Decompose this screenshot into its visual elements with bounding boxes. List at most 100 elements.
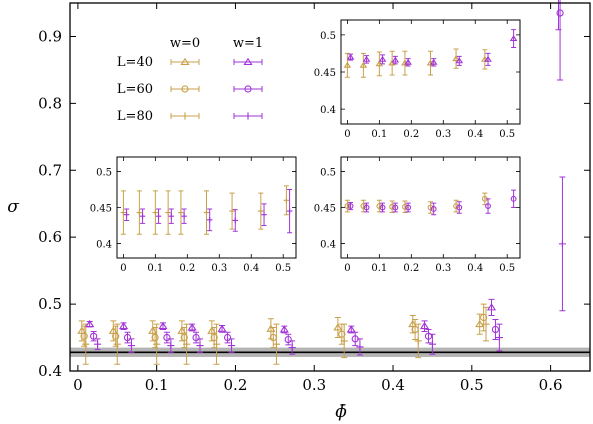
inset-plus-w1	[123, 188, 293, 234]
legend-label-l60: L=60	[117, 82, 153, 97]
point-w0-l40-6	[333, 323, 343, 331]
inset-plus-w1-point-1	[139, 213, 146, 219]
point-w1-l60-3	[192, 333, 200, 342]
point-w1-l40-5	[279, 325, 289, 333]
point-w1-l60-4	[223, 333, 232, 342]
inset-plus-w0-point-4	[178, 209, 184, 216]
inset-plus-w0-point-5	[203, 209, 210, 216]
inset-circle-w0-point-5	[427, 204, 434, 211]
point-w0-l40-3	[177, 326, 187, 334]
inset-circle-y-tick-label-1: 0.45	[314, 204, 336, 215]
point-w1-l60-2	[163, 333, 171, 342]
inset-triangle-w0-point-3-errorbar	[389, 50, 395, 76]
inset-circle-x-tick-label-3: 0.3	[435, 263, 451, 274]
inset-circle-w0-point-4	[401, 203, 408, 210]
point-w1-l80-0	[93, 340, 102, 348]
inset-plus-y-tick-label-0: 0.4	[96, 240, 112, 251]
inset-circle-w0-point-1	[360, 203, 367, 209]
inset-triangle-w1-point-5	[429, 58, 438, 65]
point-w1-l60-2-errorbar	[163, 331, 170, 344]
inset-circle-w1-point-5-errorbar	[431, 202, 437, 216]
legend-sample-w1-row-0-marker	[243, 57, 253, 65]
inset-triangle-w0-point-7-errorbar	[482, 49, 488, 70]
x-tick-label-1: 0.1	[145, 376, 169, 394]
inset-triangle-w1-point-8-errorbar	[511, 29, 517, 48]
point-w1-l80-3	[196, 341, 204, 350]
point-w0-l80-2	[153, 340, 161, 348]
inset-circle-w1-point-8	[510, 195, 517, 202]
inset-plus-x-tick-label-2: 0.2	[179, 263, 195, 274]
legend-sample-w1-row-2-marker	[244, 112, 252, 120]
inset-triangle-w1-point-2	[378, 55, 387, 62]
point-w1-l80-2	[167, 341, 175, 350]
inset-plus-w1-point-4	[181, 213, 187, 219]
point-w1-l60-8-errorbar	[492, 318, 499, 341]
inset-triangle-w1-point-0	[346, 53, 355, 60]
inset-plus-w1-point-8	[286, 208, 293, 214]
inset-triangle-w0-point-0-errorbar	[344, 52, 350, 78]
inset-triangle-w0-point-2-errorbar	[376, 51, 382, 77]
point-w1-l40-4	[217, 324, 227, 332]
inset-plus-w0-point-2	[152, 209, 159, 216]
point-w1-l60-4-errorbar	[224, 331, 231, 344]
inset-plus-w0-point-1	[136, 209, 143, 216]
y-tick-label-3: 0.7	[38, 161, 62, 179]
inset-circle-w0-point-3-errorbar	[389, 200, 395, 214]
y-tick-label-5: 0.9	[38, 27, 62, 45]
inset-triangle-w1	[346, 29, 518, 67]
legend-sample-w1-row-2	[233, 112, 263, 120]
inset-triangle-x-tick-label-0: 0	[344, 129, 350, 140]
inset-circle-w0-point-6-errorbar	[453, 199, 459, 213]
point-w0-l60-8	[480, 313, 488, 322]
inset-plus-w1-point-7	[261, 211, 267, 218]
legend-sample-w0-row-1-marker	[181, 85, 189, 93]
inset-circle-w0-point-0	[344, 203, 351, 209]
point-w0-l60-7-errorbar	[412, 318, 419, 341]
legend-header-w0: w=0	[170, 36, 200, 51]
point-w1-l60-1-errorbar	[124, 331, 131, 344]
inset-circle-w1-point-7	[485, 203, 491, 209]
inset-triangle-w1-point-6	[455, 57, 464, 64]
point-w1-l60-7	[424, 332, 433, 340]
point-w0-l60-3	[180, 333, 188, 342]
y-tick-label-0: 0.4	[38, 362, 62, 380]
inset-plus-y-tick-label-1: 0.45	[90, 204, 112, 215]
point-w1-l60-9-errorbar	[557, 0, 564, 81]
point-w1-l40-8	[486, 303, 497, 311]
y-tick-label-2: 0.6	[38, 228, 62, 246]
point-w1-l40-9-errorbar	[555, 0, 562, 31]
inset-triangle-x-tick-label-4: 0.4	[467, 129, 483, 140]
inset-plus: 0 0.1 0.2 0.3 0.4 0.5 0.4 0.45 0.5	[90, 156, 297, 274]
inset-circle-w1-point-2	[379, 204, 386, 211]
point-w1-l80-5	[288, 343, 296, 352]
legend-sample-w0-row-2	[170, 112, 200, 120]
legend-label-l40: L=40	[117, 55, 153, 70]
plot-frame	[69, 2, 591, 372]
legend-sample-w0-row-1-bar	[170, 86, 200, 92]
point-w1-l60-3-errorbar	[193, 331, 200, 344]
x-axis-label: ϕ̄	[335, 402, 347, 422]
x-tick-label-0: 0	[73, 376, 83, 394]
legend: w=0 w=1 L=40 L=60 L=80	[117, 36, 263, 124]
inset-circle-w0-point-5-errorbar	[428, 201, 433, 214]
point-w1-l40-1	[118, 321, 129, 330]
inset-plus-x-tick-label-5: 0.5	[275, 263, 291, 274]
inset-circle-x-tick-label-5: 0.5	[499, 263, 515, 274]
y-tick-label-1: 0.5	[38, 295, 62, 313]
inset-plus-w0-point-7	[258, 208, 264, 214]
point-w0-l40-8	[475, 319, 485, 328]
series-w1-l80	[93, 176, 567, 356]
inset-triangle-x-tick-label-3: 0.3	[435, 129, 451, 140]
point-w1-l80-4	[227, 341, 236, 350]
legend-sample-w1-row-0	[233, 57, 263, 65]
legend-header-w1: w=1	[233, 36, 263, 51]
legend-sample-w0-row-1	[170, 85, 200, 93]
series-w1-l60	[90, 0, 564, 347]
inset-triangle-w0-point-6	[452, 55, 460, 62]
inset-circle-y-tick-label-2: 0.5	[320, 167, 336, 178]
inset-circle-w1-point-3	[392, 204, 399, 211]
point-w1-l60-8	[491, 325, 500, 334]
point-w0-l40-7	[408, 319, 418, 328]
y-axis-label: σ	[7, 197, 19, 217]
